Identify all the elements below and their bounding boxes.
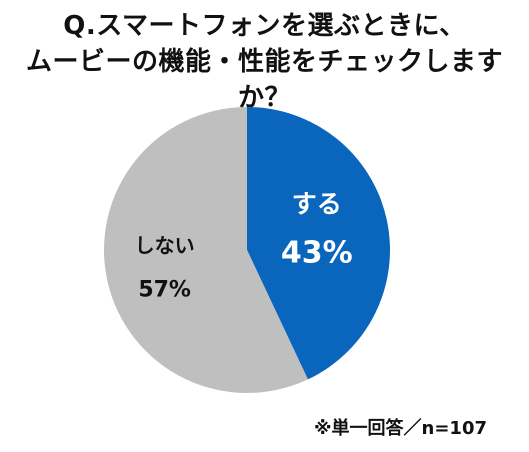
chart-title-line-2: ムービーの機能・性能をチェックしますか？ — [25, 47, 503, 113]
pie-slice-2 — [104, 107, 308, 393]
slice-value-2: 57% — [138, 277, 191, 302]
slice-label-1: する — [292, 189, 342, 218]
chart-title: Q.スマートフォンを選ぶときに、 ムービーの機能・性能をチェックしますか？ — [0, 8, 529, 116]
slice-label-2: しない — [135, 233, 195, 257]
pie-slice-1 — [247, 107, 390, 380]
chart-title-line-1: Q.スマートフォンを選ぶときに、 — [63, 11, 466, 41]
slice-value-1: 43% — [281, 235, 353, 270]
sample-note: ※単一回答／n=107 — [314, 418, 487, 439]
